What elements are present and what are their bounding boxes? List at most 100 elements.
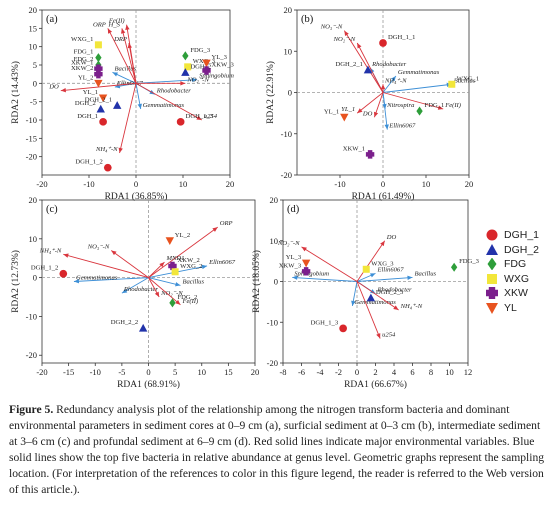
x-tick-label: 6: [410, 367, 414, 377]
env-label: NO₂⁻-N: [277, 240, 300, 247]
env-vector: [356, 240, 386, 282]
env-vector: [356, 281, 399, 311]
env-label: u254: [204, 113, 218, 120]
panel-label: (c): [46, 204, 58, 215]
species-label: Bacillus: [454, 77, 476, 84]
x-tick-label: -20: [36, 367, 47, 377]
x-tick-label: 10: [445, 367, 454, 377]
sample-point: [94, 69, 103, 79]
y-tick-label: -20: [281, 170, 292, 180]
sample-point: [169, 298, 176, 308]
species-vector: [135, 79, 198, 84]
env-vector-head: [60, 87, 66, 93]
env-vector-head: [393, 305, 399, 311]
legend-marker-2: [486, 257, 498, 271]
sample-label: YL_1: [83, 89, 98, 96]
y-tick-label: 10: [270, 236, 279, 246]
env-vector-head: [357, 108, 363, 114]
x-tick-label: -4: [316, 367, 324, 377]
sample-label: YL_3: [212, 54, 228, 61]
legend-symbol: [486, 287, 498, 300]
env-vector-head: [111, 250, 117, 256]
species-vector-head: [121, 288, 128, 294]
sample-point: [168, 261, 177, 271]
sample-label: DGH_1_2: [31, 265, 58, 272]
env-vector-head: [180, 81, 186, 86]
species-label: Ellin6067: [377, 266, 405, 273]
sample-point: [487, 273, 497, 284]
env-vector-head: [125, 24, 130, 30]
legend-item: WXG: [486, 272, 539, 287]
sample-point: [366, 293, 376, 302]
sample-label: DGH_2_1: [85, 96, 112, 103]
species-vector-head: [201, 264, 208, 270]
sample-point: [301, 259, 311, 268]
species-vector-head: [384, 124, 389, 130]
env-vector-head: [118, 147, 123, 153]
env-label: NO₂⁻-N: [333, 36, 356, 43]
x-tick-label: 10: [179, 179, 188, 189]
sample-label: FDG_2: [177, 294, 197, 301]
sample-label: DGH_1: [77, 113, 98, 120]
env-label: MND1: [165, 255, 184, 262]
species-label: Gemmatimonas: [143, 102, 185, 109]
panel-label: (b): [301, 14, 314, 25]
y-tick-label: -20: [267, 358, 278, 368]
species-vector-head: [191, 77, 198, 83]
x-tick-label: -10: [334, 179, 345, 189]
env-vector-head: [437, 105, 444, 110]
species-vector-head: [73, 279, 80, 284]
species-vector: [382, 92, 388, 130]
y-tick-label: 20: [29, 195, 38, 205]
species-label: Sphingobium: [294, 270, 329, 277]
env-vector: [128, 42, 137, 84]
env-vector-head: [344, 30, 349, 37]
env-label: DRP: [113, 36, 127, 43]
species-vector-head: [175, 282, 181, 287]
species-label: Gemmatimonas: [398, 69, 440, 76]
sample-label: FDG_3: [190, 47, 210, 54]
species-vector-head: [391, 76, 396, 82]
env-vector: [148, 277, 181, 306]
sample-label: DGH_2_2: [111, 319, 138, 326]
env-vector-head: [196, 115, 202, 120]
y-tick-label: -5: [30, 97, 37, 107]
species-label: Gemmatimonas: [76, 275, 118, 282]
species-vector: [121, 277, 149, 294]
y-tick-label: 10: [29, 42, 38, 52]
x-tick-label: -8: [279, 367, 286, 377]
species-vector: [73, 277, 149, 282]
y-tick-label: -10: [281, 129, 292, 139]
env-vector-head: [121, 28, 126, 34]
sample-point: [171, 268, 179, 276]
y-tick-label: 5: [33, 60, 37, 70]
legend-label: WXG: [504, 272, 530, 285]
legend-symbol: [486, 302, 498, 314]
sample-point: [94, 41, 102, 49]
env-vector: [301, 246, 358, 282]
sample-label: FDG_3: [459, 258, 479, 265]
x-tick-label: 0: [146, 367, 150, 377]
env-vector: [343, 30, 384, 93]
env-label: ORP: [93, 21, 106, 28]
legend-item: YL: [486, 301, 539, 316]
env-label: Fe(II): [444, 102, 461, 109]
legend-symbol: [486, 243, 498, 255]
y-tick-label: 0: [33, 78, 37, 88]
sample-point: [486, 287, 498, 300]
y-tick-label: -15: [26, 133, 37, 143]
species-label: Rhodobacter: [377, 287, 412, 294]
env-vector: [119, 83, 137, 154]
sample-label: WXG_1: [71, 36, 93, 43]
panel-a: -20 -10 0 10 20 -20 -15 -10 -5 0 5 10 15 20 (a) RDA1 (3…: [10, 5, 235, 202]
x-tick-label: 20: [465, 179, 474, 189]
y-tick-label: -20: [26, 152, 37, 162]
species-label: Bacillus: [115, 65, 137, 72]
sample-point: [99, 117, 107, 126]
figure-caption: Figure 5. Redundancy analysis plot of th…: [9, 402, 549, 498]
x-tick-label: 0: [134, 179, 138, 189]
env-vector-head: [376, 333, 381, 339]
sample-label: FDG_2: [74, 56, 94, 63]
env-label: NO₂⁻-N: [160, 290, 183, 297]
